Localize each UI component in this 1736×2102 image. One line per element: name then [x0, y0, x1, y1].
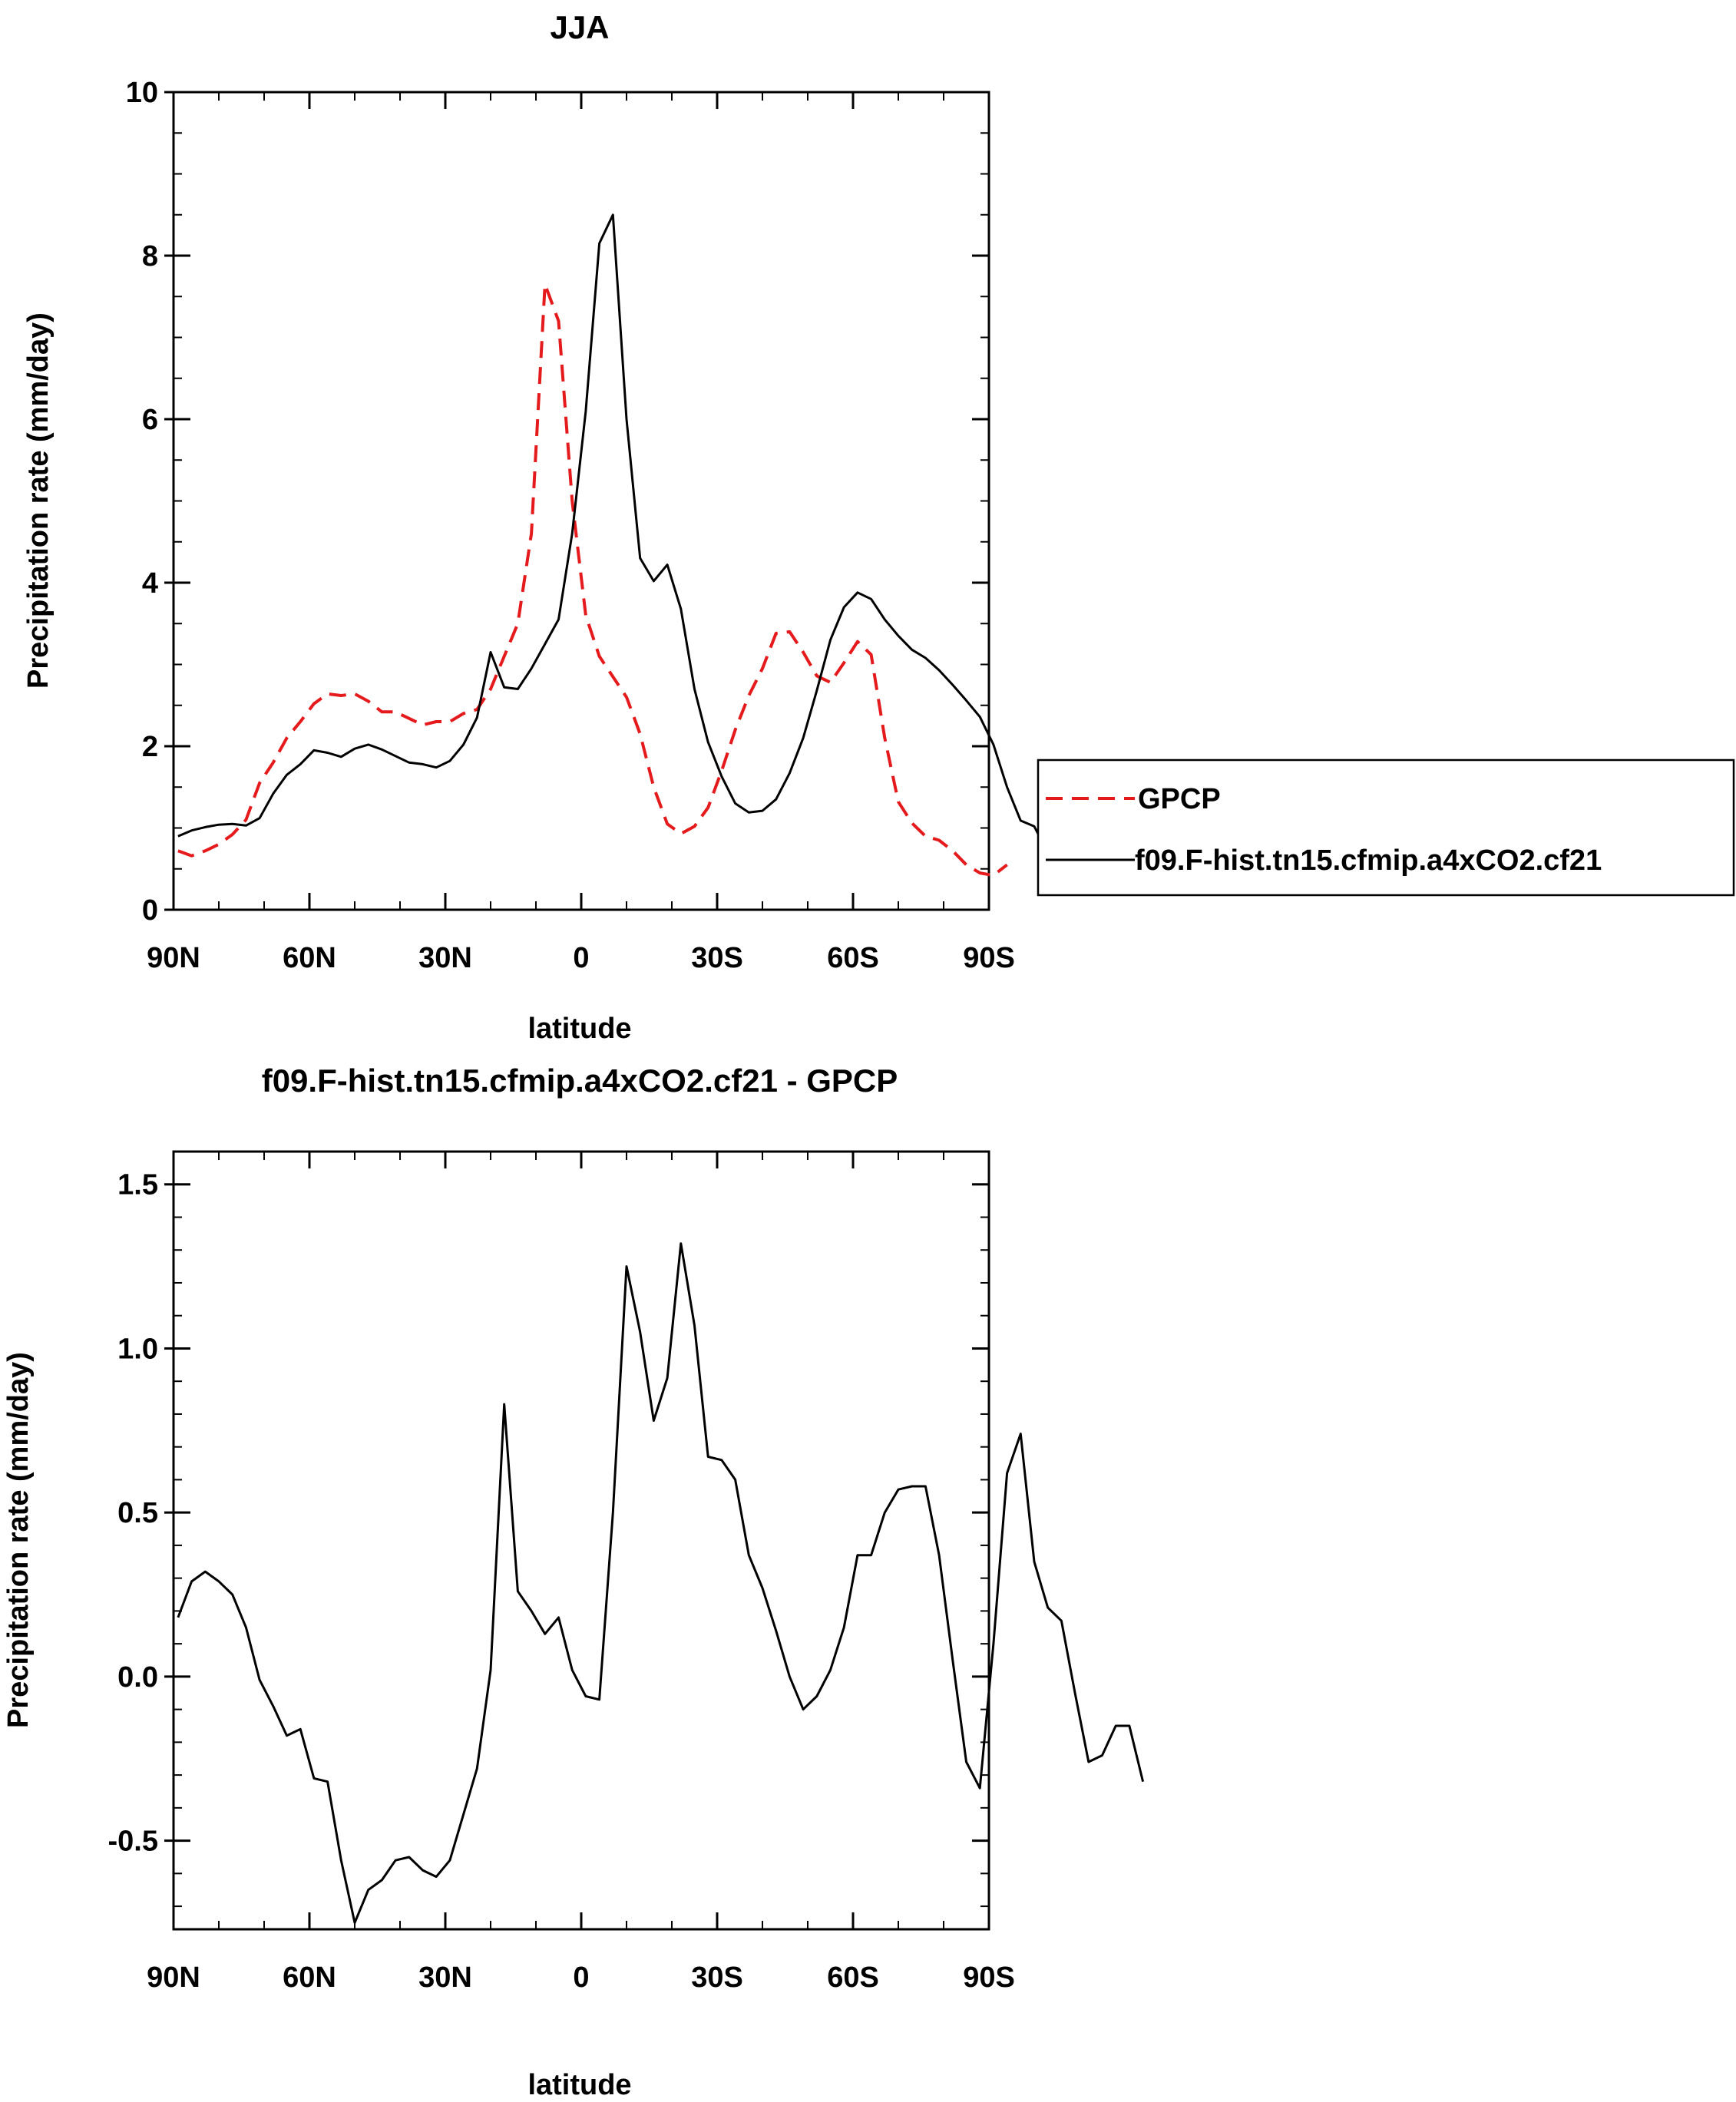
y-tick-label: -0.5: [108, 1826, 158, 1858]
y-axis-label: Precipitation rate (mm/day): [22, 312, 55, 689]
y-tick-label: 0: [142, 894, 158, 927]
series-line-gpcp: [177, 283, 1008, 877]
y-tick-label: 2: [142, 731, 158, 763]
y-tick-label: 8: [142, 240, 158, 273]
plot-frame: [172, 91, 990, 911]
series-line-f09-f-hist-tn15-cfmip-a4xco2-cf21: [177, 213, 1116, 893]
zonal-mean-panel: JJA 90N 60N 30N 0 30S 60S 90S 0 2 4 6 8 10 Precipita…: [22, 9, 1735, 1045]
chart-title: f09.F-hist.tn15.cfmip.a4xCO2.cf21 - GPCP: [262, 1063, 898, 1099]
difference-panel: f09.F-hist.tn15.cfmip.a4xCO2.cf21 - GPCP…: [2, 1063, 1145, 2101]
x-tick-label: 30S: [691, 1962, 743, 1994]
x-tick-label: 0: [573, 942, 589, 974]
ticks: 90N 60N 30N 0 30S 60S 90S 0 2 4 6 8 10: [126, 77, 1015, 974]
y-tick-label: 0.0: [117, 1661, 158, 1694]
x-tick-label: 90S: [963, 942, 1015, 974]
ticks: 90N 60N 30N 0 30S 60S 90S -0.5 0.0 0.5 1.0 1.5: [108, 1151, 1015, 1994]
x-tick-label: 0: [573, 1962, 589, 1994]
legend: GPCP f09.F-hist.tn15.cfmip.a4xCO2.cf21: [1037, 759, 1735, 897]
y-tick-label: 4: [142, 567, 158, 600]
x-tick-label: 60N: [283, 1962, 336, 1994]
x-tick-label: 30N: [418, 942, 472, 974]
x-tick-label: 30N: [418, 1962, 472, 1994]
y-axis-label: Precipitation rate (mm/day): [2, 1352, 35, 1728]
y-tick-label: 1.0: [117, 1333, 158, 1365]
x-tick-label: 90N: [147, 942, 200, 974]
x-tick-label: 60S: [827, 1962, 879, 1994]
legend-label-model: f09.F-hist.tn15.cfmip.a4xCO2.cf21: [1135, 844, 1602, 877]
x-tick-label: 30S: [691, 942, 743, 974]
y-tick-label: 10: [126, 77, 158, 109]
plot-frame: [172, 1150, 990, 1931]
data-lines: [177, 1242, 1145, 1924]
y-tick-label: 6: [142, 404, 158, 436]
series-line-difference: [177, 1242, 1145, 1924]
legend-label-gpcp: GPCP: [1138, 783, 1221, 815]
x-tick-label: 60N: [283, 942, 336, 974]
x-axis-label: latitude: [527, 2069, 631, 2101]
y-tick-label: 1.5: [117, 1169, 158, 1201]
x-tick-label: 90N: [147, 1962, 200, 1994]
x-tick-label: 60S: [827, 942, 879, 974]
chart-title: JJA: [550, 9, 609, 45]
y-tick-label: 0.5: [117, 1497, 158, 1529]
x-axis-label: latitude: [527, 1013, 631, 1045]
data-lines: [177, 213, 1116, 893]
legend-box: [1037, 759, 1735, 897]
x-tick-label: 90S: [963, 1962, 1015, 1994]
